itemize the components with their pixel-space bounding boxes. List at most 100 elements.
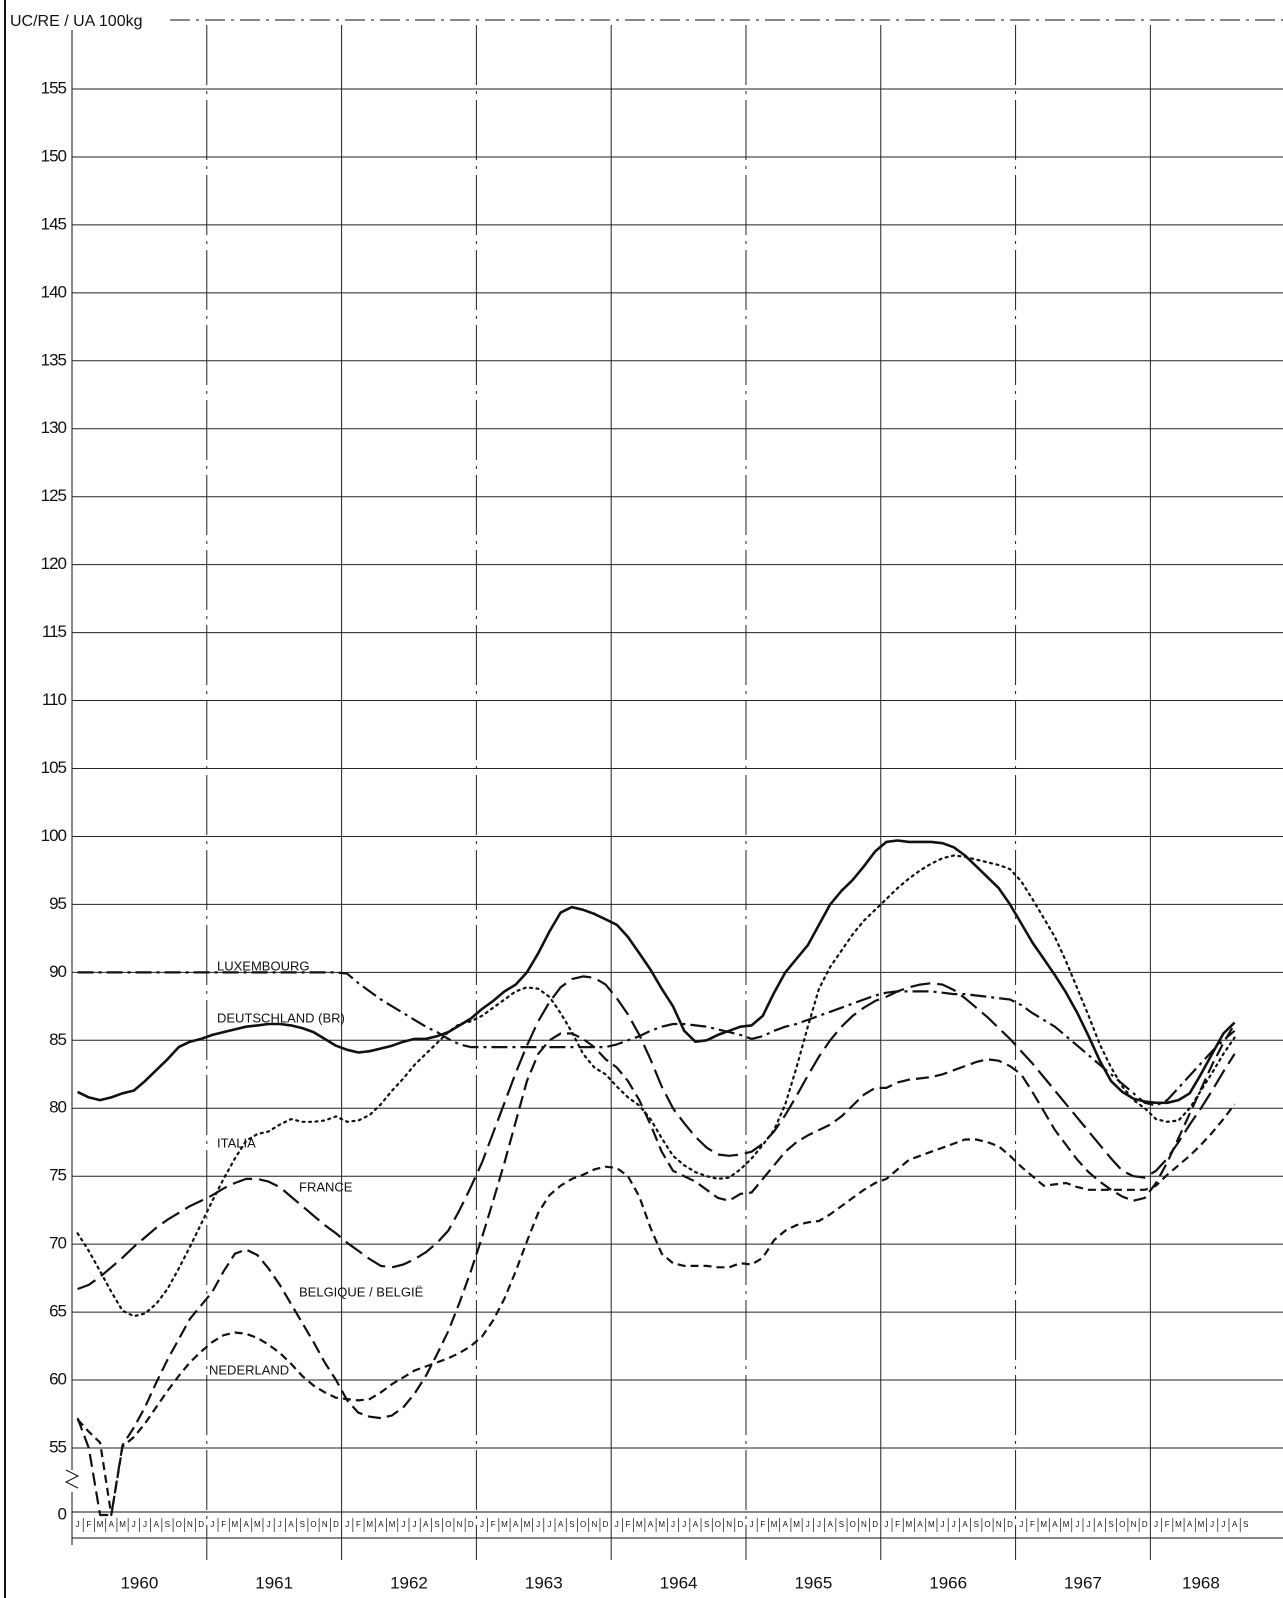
month-label: M [366,1520,373,1529]
series-label: FRANCE [299,1179,353,1194]
series-label: LUXEMBOURG [217,958,309,973]
month-label: J [817,1520,821,1529]
month-label: O [850,1520,856,1529]
month-label: A [648,1520,654,1529]
month-label: J [345,1520,349,1529]
month-label: M [771,1520,778,1529]
month-label: F [626,1520,631,1529]
month-label: F [1165,1520,1170,1529]
month-label: J [1210,1520,1214,1529]
month-label: A [154,1520,160,1529]
month-label: D [1142,1520,1148,1529]
series-line [77,971,1236,1107]
axis-break [64,1469,80,1489]
month-label: S [434,1520,439,1529]
y-tick-label: 100 [41,826,67,845]
y-tick-label: 125 [41,486,67,505]
y-tick-label: 65 [49,1302,66,1321]
month-label: F [86,1520,91,1529]
month-label: M [1198,1520,1205,1529]
month-label: J [941,1520,945,1529]
y-tick-label: 95 [49,894,66,913]
month-label: F [356,1520,361,1529]
month-label: A [1187,1520,1193,1529]
month-label: M [906,1520,913,1529]
month-label: S [569,1520,574,1529]
y-tick-label: 155 [41,78,67,97]
month-label: N [457,1520,463,1529]
month-label: A [783,1520,789,1529]
month-label: J [76,1520,80,1529]
year-label: 1965 [794,1573,832,1592]
series-label: ITALIA [217,1135,256,1150]
month-label: J [682,1520,686,1529]
month-label: S [300,1520,305,1529]
series-label: DEUTSCHLAND (BR) [217,1010,345,1025]
y-tick-label: 80 [49,1098,66,1117]
y-tick-label: 135 [41,350,67,369]
month-label: F [221,1520,226,1529]
month-label: O [445,1520,451,1529]
series-line [76,1023,1236,1517]
month-label: J [1019,1520,1023,1529]
y-tick-label: 90 [49,962,66,981]
month-label: O [310,1520,316,1529]
month-label: J [1154,1520,1158,1529]
y-axis-label: UC/RE / UA 100kg [10,13,143,30]
month-label: F [760,1520,765,1529]
month-label: O [1119,1520,1125,1529]
y-tick-label: 70 [49,1234,66,1253]
month-label: N [996,1520,1002,1529]
y-tick-label: 75 [49,1166,66,1185]
month-label: A [109,1520,115,1529]
month-label: M [658,1520,665,1529]
month-label: N [591,1520,597,1529]
month-label: M [254,1520,261,1529]
month-label: F [895,1520,900,1529]
month-label: J [1087,1520,1091,1529]
month-label: A [828,1520,834,1529]
month-label: N [726,1520,732,1529]
year-label: 1966 [929,1573,967,1592]
y-tick-label: 0 [58,1504,67,1523]
month-label: D [333,1520,339,1529]
month-label: O [715,1520,721,1529]
year-label: 1963 [525,1573,563,1592]
year-label: 1964 [660,1573,698,1592]
month-label: N [1131,1520,1137,1529]
year-label: 1960 [120,1573,158,1592]
y-tick-label: 130 [41,418,67,437]
month-label: A [1097,1520,1103,1529]
y-tick-label: 115 [42,622,67,641]
month-label: M [928,1520,935,1529]
month-label: J [267,1520,271,1529]
month-label: M [232,1520,239,1529]
y-tick-label: 60 [49,1370,66,1389]
month-label: D [603,1520,609,1529]
month-label: A [1052,1520,1058,1529]
year-label: 1968 [1182,1573,1220,1592]
month-label: A [558,1520,564,1529]
month-label: J [1221,1520,1225,1529]
month-label: O [984,1520,990,1529]
month-label: M [119,1520,126,1529]
series-line [76,854,1236,1318]
month-label: J [210,1520,214,1529]
month-label: S [1243,1520,1248,1529]
month-label: M [389,1520,396,1529]
y-tick-label: 105 [41,758,67,777]
month-label: A [513,1520,519,1529]
month-label: J [401,1520,405,1529]
month-label: J [143,1520,147,1529]
series-label: BELGIQUE / BELGIË [299,1284,424,1299]
month-label: M [1040,1520,1047,1529]
month-label: J [547,1520,551,1529]
month-label: F [491,1520,496,1529]
series-line [77,975,1236,1291]
month-label: J [750,1520,754,1529]
month-label: A [693,1520,699,1529]
month-label: F [1030,1520,1035,1529]
y-tick-label: 150 [41,146,67,165]
y-tick-label: 140 [41,282,67,301]
month-label: A [423,1520,429,1529]
